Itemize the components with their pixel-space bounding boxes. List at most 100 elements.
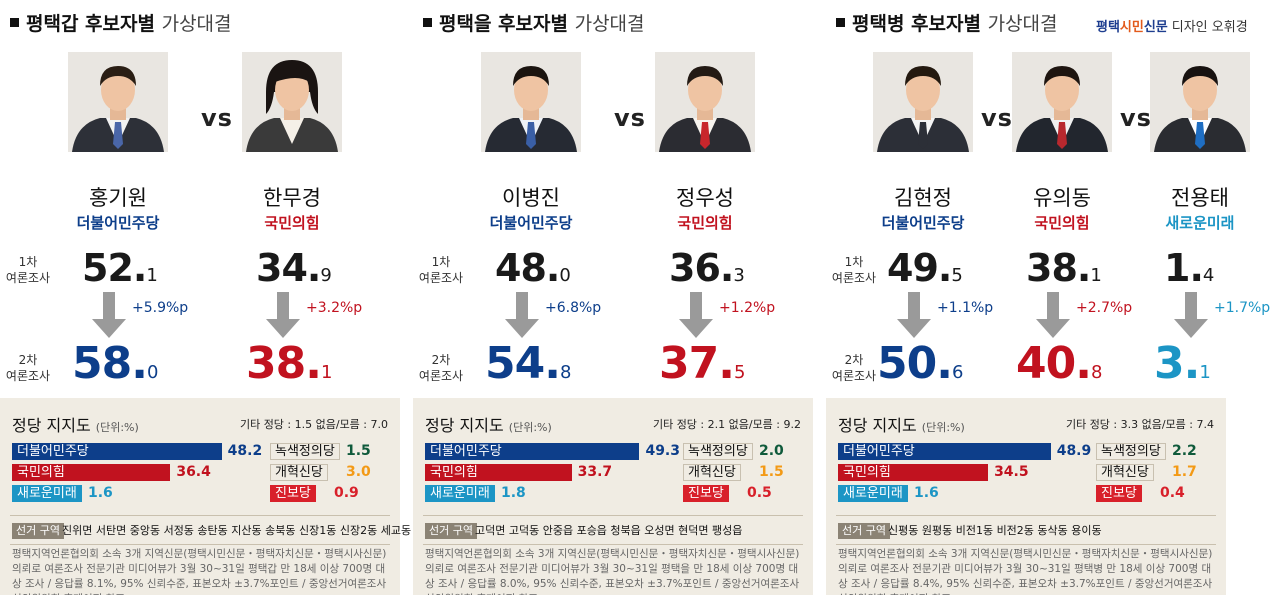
minor-party-label: 진보당 [683,485,729,502]
down-arrow-icon [679,292,713,338]
change-value: +6.8%p [545,300,602,316]
vs-label: vs [614,104,646,132]
party-bar-value: 48.2 [227,443,263,459]
support-title: 정당 지지도 (단위:%) [12,412,139,436]
panel-title: 평택병 후보자별 가상대결 [836,9,1058,36]
candidate-party: 더불어민주당 [881,214,965,232]
party-bar-value: 48.9 [1056,443,1092,459]
title-light: 가상대결 [574,13,645,35]
square-bullet-icon [836,18,845,27]
vs-label: vs [981,104,1013,132]
party-bar: 새로운미래 [838,485,908,502]
second-dec: 8 [559,362,572,383]
change-value: +1.7%p [1214,300,1271,316]
lower-section: 정당 지지도 (단위:%) 기타 정당 : 1.5 없음/모름 : 7.0 더불어민… [0,398,445,595]
party-bar-value: 36.4 [176,464,211,480]
minor-party-label: 진보당 [270,485,316,502]
round2-label-a: 2차 [844,353,864,367]
area-text: 진위면 서탄면 중앙동 서정동 송탄동 지산동 송북동 신장1동 신장2동 세교… [62,524,445,537]
candidate-party: 국민의힘 [264,214,320,232]
survey-note: 평택지역언론협의회 소속 3개 지역신문(평택시민신문・평택자치신문・평택시사신… [12,548,387,595]
lower-section: 정당 지지도 (단위:%) 기타 정당 : 3.3 없음/모름 : 7.4 더불어민… [826,398,1226,595]
round1-label-b: 여론조사 [5,271,51,285]
candidate-photo [655,52,755,152]
square-bullet-icon [423,18,432,27]
party-bar: 국민의힘 [12,464,171,481]
divider-line [10,515,390,516]
candidate-party: 더불어민주당 [76,214,160,232]
brand-part-c: 신문 [1143,20,1168,35]
first-int: 34. [256,246,321,290]
support-unit: (단위:%) [508,421,552,434]
second-dec: 5 [733,362,746,383]
first-poll-value: 1.4 [1164,246,1214,290]
change-value: +2.7%p [1076,300,1133,316]
second-dec: 1 [320,362,333,383]
brand-part-a: 평택 [1096,20,1120,35]
survey-note: 평택지역언론협의회 소속 3개 지역신문(평택시민신문・평택자치신문・평택시사신… [838,548,1213,595]
candidate-photo [68,52,168,152]
others-note: 기타 정당 : 2.1 없음/모름 : 9.2 [652,418,801,431]
title-bold: 평택갑 후보자별 [26,13,162,35]
area-text: 신평동 원평동 비전1동 비전2동 동삭동 용이동 [888,524,1102,537]
first-poll-value: 52.1 [82,246,158,290]
round2-label-b: 여론조사 [418,369,464,383]
area-tag: 선거 구역 [425,523,477,539]
support-title: 정당 지지도 (단위:%) [838,412,965,436]
first-dec: 0 [559,265,571,286]
support-unit: (단위:%) [921,421,965,434]
minor-party-value: 0.4 [1160,485,1185,501]
second-poll-value: 54.8 [485,338,571,389]
round2-label-a: 2차 [431,353,451,367]
second-poll-value: 58.0 [72,338,158,389]
down-arrow-icon [1174,292,1208,338]
title-light: 가상대결 [161,13,232,35]
change-value: +1.2%p [719,300,776,316]
candidate-name: 유의동 [1033,186,1091,210]
divider-line [423,544,803,545]
first-dec: 1 [146,265,158,286]
first-poll-value: 48.0 [495,246,571,290]
minor-party-label: 개혁신당 [270,464,328,481]
second-int: 38. [246,338,322,389]
first-dec: 5 [951,265,963,286]
second-int: 54. [485,338,561,389]
panel-2: 정당 지지도 (단위:%) 기타 정당 : 2.1 없음/모름 : 9.2 더불어민… [413,0,813,595]
area-tag: 선거 구역 [838,523,890,539]
second-int: 50. [877,338,953,389]
title-bold: 평택병 후보자별 [852,13,988,35]
minor-party-label: 녹색정의당 [270,443,340,460]
round1-label-a: 1차 [844,255,864,269]
second-int: 3. [1154,338,1200,389]
first-dec: 9 [320,265,332,286]
round1-label-b: 여론조사 [418,271,464,285]
round1-label-a: 1차 [431,255,451,269]
party-bar-value: 33.7 [577,464,613,480]
brand-part-b: 시민 [1119,20,1144,35]
second-dec: 0 [146,362,159,383]
minor-party-label: 녹색정의당 [1096,443,1166,460]
down-arrow-icon [1036,292,1070,338]
first-dec: 4 [1202,265,1215,286]
candidate-photo [1012,52,1112,152]
minor-party-value: 3.0 [346,464,371,480]
first-int: 52. [82,246,147,290]
second-int: 58. [72,338,148,389]
candidate-party: 국민의힘 [677,214,733,232]
candidate-party: 더불어민주당 [489,214,573,232]
party-bar: 더불어민주당 [425,443,640,460]
designer-credit: 디자인 오휘경 [1171,20,1248,35]
second-poll-value: 3.1 [1154,338,1211,389]
divider-line [836,544,1216,545]
second-dec: 6 [951,362,964,383]
minor-party-value: 0.5 [747,485,772,501]
party-bar-value: 34.5 [994,464,1029,480]
others-note: 기타 정당 : 3.3 없음/모름 : 7.4 [1065,418,1214,431]
down-arrow-icon [92,292,126,338]
candidate-photo [873,52,973,152]
first-poll-value: 36.3 [669,246,745,290]
divider-line [10,544,390,545]
minor-party-label: 개혁신당 [683,464,741,481]
candidate-photo-frame [68,52,168,152]
candidate-name: 김현정 [894,186,952,210]
